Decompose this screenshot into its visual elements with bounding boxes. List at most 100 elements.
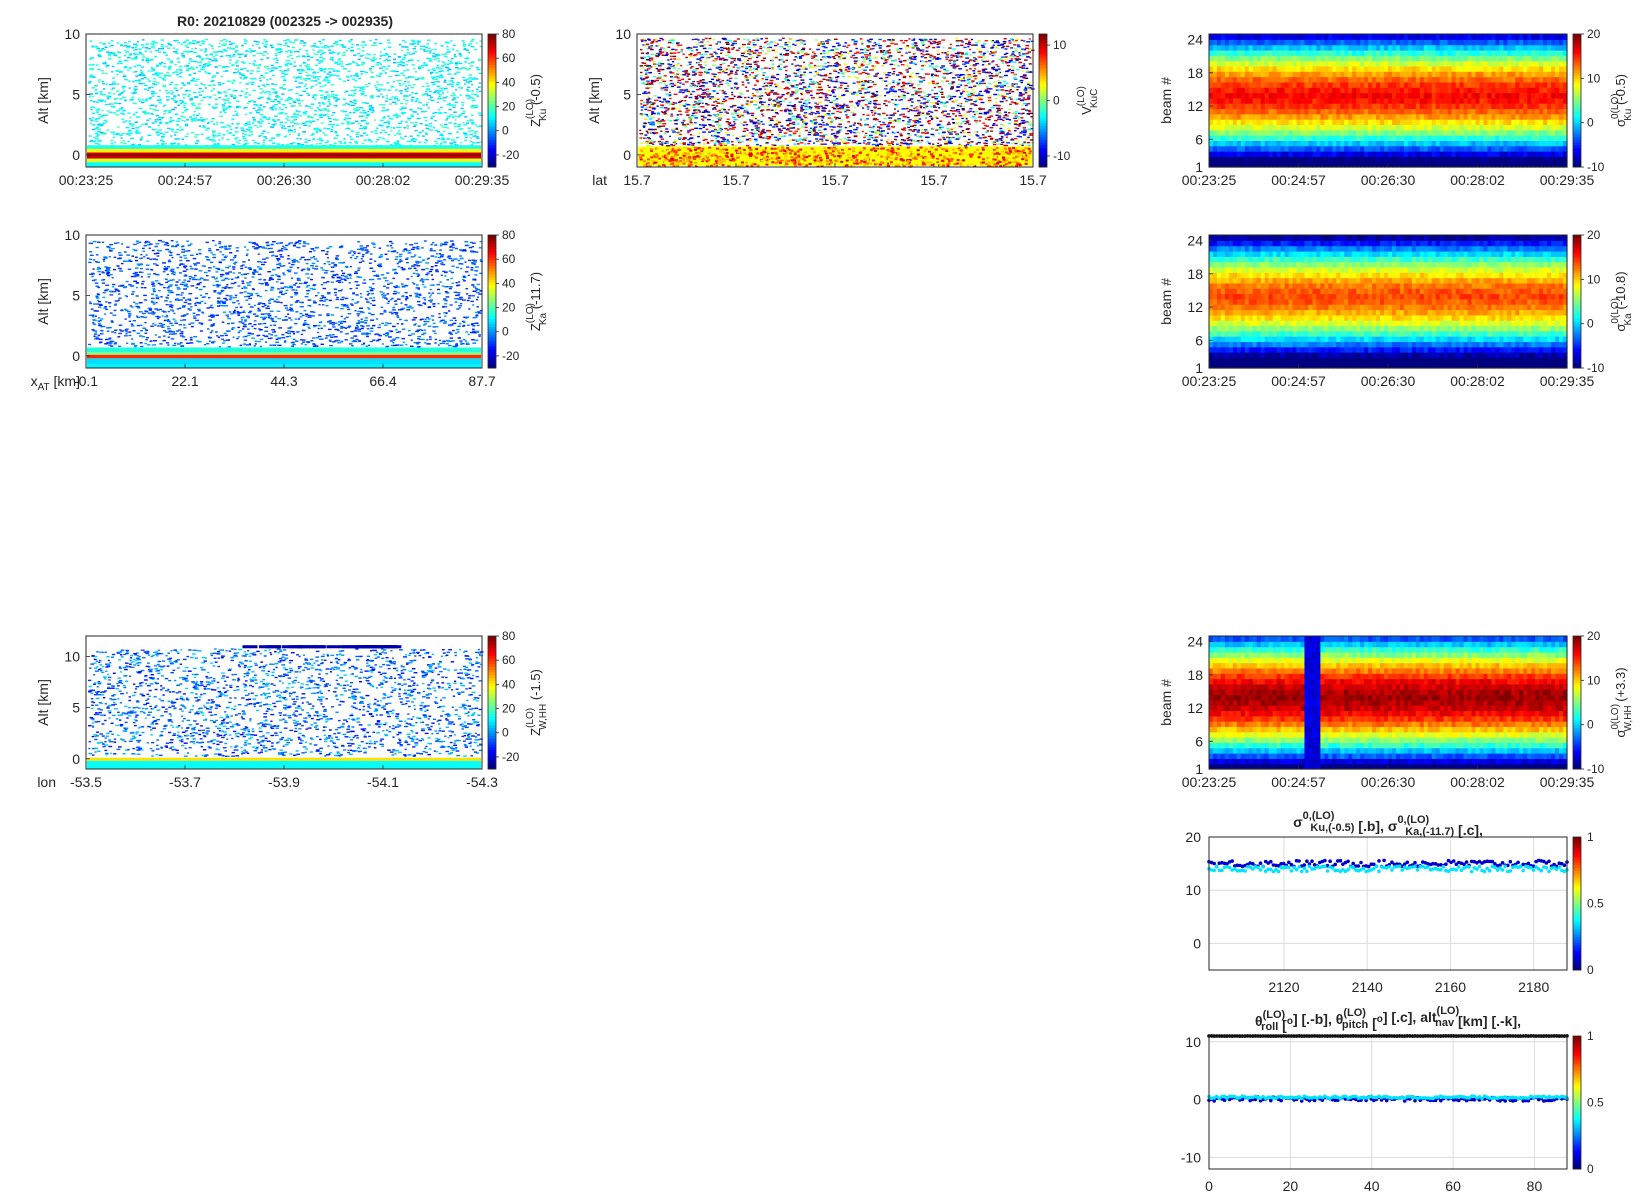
echo-cell (102, 258, 106, 261)
echo-cell (266, 65, 270, 67)
echo-cell (365, 332, 369, 334)
echo-cell (170, 90, 173, 92)
echo-cell (309, 287, 314, 290)
echo-cell (391, 313, 394, 315)
echo-cell (192, 257, 197, 260)
echo-cell (315, 84, 318, 86)
echo-cell (453, 111, 457, 113)
echo-cell (163, 74, 168, 76)
echo-cell (399, 126, 402, 129)
echo-cell (228, 298, 232, 301)
echo-cell (367, 292, 371, 295)
echo-cell (443, 81, 447, 83)
echo-cell (212, 84, 216, 86)
echo-cell (167, 344, 170, 346)
echo-cell (252, 101, 255, 103)
echo-cell (120, 284, 125, 287)
echo-cell (455, 266, 459, 269)
echo-cell (245, 299, 249, 301)
echo-cell (415, 98, 418, 100)
echo-cell (184, 135, 189, 138)
echo-cell (359, 135, 364, 137)
echo-cell (135, 286, 139, 289)
echo-cell (271, 109, 274, 111)
echo-cell (100, 326, 103, 328)
echo-cell (468, 246, 473, 249)
echo-cell (94, 132, 99, 135)
echo-cell (108, 92, 112, 94)
echo-cell (453, 115, 458, 117)
echo-cell (342, 52, 346, 54)
echo-cell (440, 254, 445, 256)
echo-cell (294, 77, 298, 80)
colorbar-step (488, 273, 496, 278)
echo-cell (136, 64, 141, 66)
echo-cell (243, 324, 246, 326)
echo-cell (410, 248, 415, 250)
echo-cell (312, 284, 317, 286)
echo-cell (211, 315, 215, 317)
echo-cell (245, 254, 248, 257)
echo-cell (241, 61, 245, 63)
echo-cell (393, 62, 397, 64)
echo-cell (283, 127, 287, 130)
echo-cell (292, 131, 296, 133)
echo-cell (450, 271, 454, 274)
echo-cell (141, 58, 144, 61)
echo-cell (447, 340, 450, 343)
echo-cell (430, 117, 433, 119)
echo-cell (237, 106, 242, 108)
echo-cell (304, 83, 308, 86)
echo-cell (110, 44, 114, 47)
echo-cell (239, 306, 243, 308)
echo-cell (241, 322, 245, 324)
echo-cell (222, 305, 227, 307)
echo-cell (265, 283, 269, 285)
echo-cell (359, 55, 363, 57)
echo-cell (262, 76, 266, 79)
echo-cell (265, 257, 269, 259)
echo-cell (455, 343, 458, 345)
echo-cell (369, 297, 373, 299)
echo-cell (408, 268, 412, 270)
echo-cell (359, 125, 363, 127)
colorbar-step (488, 248, 496, 253)
echo-cell (201, 265, 204, 267)
colorbar-step (488, 301, 496, 305)
echo-cell (228, 41, 231, 43)
echo-cell (365, 345, 369, 347)
echo-cell (281, 144, 285, 146)
echo-cell (203, 68, 206, 71)
echo-cell (141, 136, 144, 138)
echo-cell (330, 266, 335, 268)
echo-cell (262, 258, 266, 260)
colorbar-step (488, 53, 496, 57)
echo-cell (215, 144, 220, 146)
echo-cell (295, 56, 299, 58)
echo-cell (128, 334, 132, 337)
echo-cell (238, 139, 241, 141)
echo-cell (293, 113, 297, 116)
echo-cell (428, 270, 433, 273)
echo-cell (241, 45, 244, 47)
echo-cell (312, 95, 316, 97)
echo-cell (321, 276, 325, 279)
echo-cell (285, 244, 289, 247)
echo-cell (257, 266, 260, 268)
echo-cell (114, 141, 117, 143)
echo-cell (230, 259, 234, 261)
echo-cell (134, 49, 138, 51)
echo-cell (269, 276, 272, 279)
echo-cell (327, 101, 331, 103)
echo-cell (129, 123, 132, 125)
echo-cell (259, 338, 264, 341)
echo-cell (233, 312, 236, 314)
echo-cell (154, 92, 157, 94)
echo-cell (136, 240, 139, 242)
echo-cell (243, 42, 247, 45)
echo-cell (350, 337, 354, 339)
echo-cell (216, 249, 220, 251)
echo-cell (361, 102, 366, 104)
echo-cell (220, 50, 224, 53)
echo-cell (315, 59, 319, 61)
